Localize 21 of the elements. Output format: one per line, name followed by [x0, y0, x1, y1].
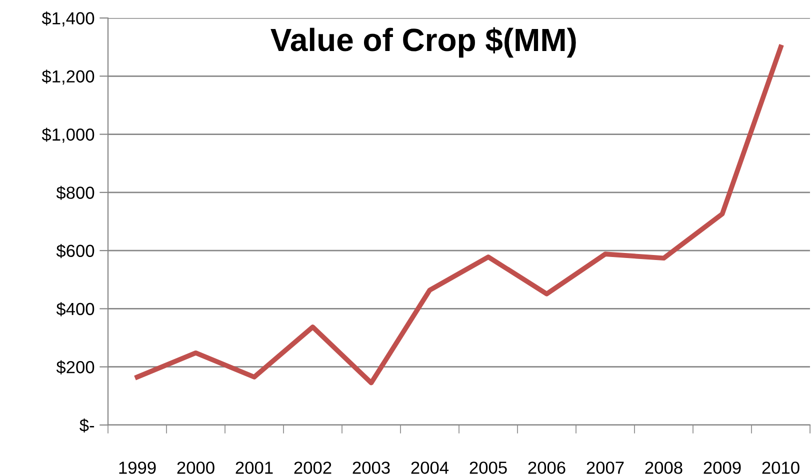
y-tick-label: $200: [56, 360, 94, 374]
x-tick-label: 2007: [586, 462, 624, 474]
x-tick-label: 2000: [177, 462, 214, 474]
x-tick-label: 2004: [411, 462, 449, 474]
x-tick-label: 2005: [470, 462, 507, 474]
y-tick-label: $600: [56, 244, 94, 258]
x-tick-label: 2001: [236, 462, 273, 474]
x-tick-label: 2006: [528, 462, 566, 474]
x-tick-label: 1999: [119, 462, 156, 474]
x-tick-label: 2003: [352, 462, 390, 474]
x-tick-label: 2002: [294, 462, 332, 474]
y-tick-label: $-: [80, 418, 94, 432]
y-tick-label: $1,200: [42, 70, 94, 85]
y-tick-label: $400: [56, 302, 94, 316]
x-tick-label: 2010: [762, 462, 800, 474]
y-tick-label: $800: [56, 186, 94, 200]
y-tick-label: $1,000: [42, 128, 94, 143]
y-tick-label: $1,400: [42, 11, 94, 27]
x-tick-label: 2008: [645, 462, 682, 474]
x-tick-label: 2009: [704, 462, 741, 474]
chart-title: Value of Crop $(MM): [270, 27, 576, 58]
